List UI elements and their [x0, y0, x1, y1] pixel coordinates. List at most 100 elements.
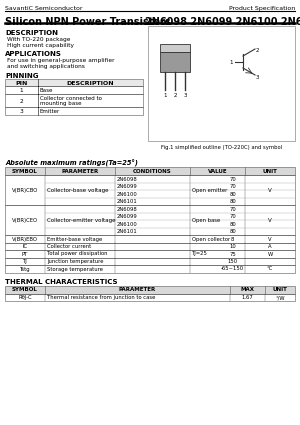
Text: IC: IC — [22, 244, 28, 249]
Text: 1.67: 1.67 — [242, 295, 254, 300]
Text: 3: 3 — [256, 75, 260, 80]
Text: 1: 1 — [229, 60, 232, 65]
Text: 2N6101: 2N6101 — [117, 229, 138, 234]
Text: DESCRIPTION: DESCRIPTION — [5, 30, 58, 36]
Text: DESCRIPTION: DESCRIPTION — [67, 80, 114, 85]
Text: PARAMETER: PARAMETER — [119, 287, 156, 292]
Text: 2N6100: 2N6100 — [117, 192, 138, 196]
Text: Emitter-base voltage: Emitter-base voltage — [47, 236, 102, 241]
Text: 80: 80 — [229, 199, 236, 204]
Text: 2N6098: 2N6098 — [117, 207, 138, 212]
Text: -65~150: -65~150 — [221, 266, 244, 272]
Text: Tstg: Tstg — [20, 266, 30, 272]
Text: PARAMETER: PARAMETER — [61, 168, 99, 173]
Bar — [160, 44, 190, 52]
Bar — [5, 107, 143, 115]
Text: Silicon NPN Power Transistors: Silicon NPN Power Transistors — [5, 17, 171, 27]
Text: °C: °C — [267, 266, 273, 272]
Text: PIN: PIN — [15, 80, 28, 85]
Text: APPLICATIONS: APPLICATIONS — [5, 51, 62, 57]
Text: TJ=25: TJ=25 — [192, 252, 208, 257]
Bar — [5, 265, 295, 272]
Text: V(BR)EBO: V(BR)EBO — [12, 236, 38, 241]
Text: 70: 70 — [229, 207, 236, 212]
Text: Total power dissipation: Total power dissipation — [47, 252, 107, 257]
Text: 1: 1 — [163, 93, 167, 98]
Bar — [5, 94, 143, 107]
Text: With TO-220 package: With TO-220 package — [7, 37, 70, 42]
Text: 80: 80 — [229, 192, 236, 196]
Text: MAX: MAX — [241, 287, 254, 292]
Bar — [5, 243, 295, 250]
Text: 150: 150 — [227, 259, 238, 264]
Text: 80: 80 — [229, 229, 236, 234]
Text: Junction temperature: Junction temperature — [47, 259, 104, 264]
Text: A: A — [268, 244, 272, 249]
Bar — [5, 235, 295, 243]
Bar — [5, 86, 143, 94]
Text: 2: 2 — [173, 93, 177, 98]
Text: Fig.1 simplified outline (TO-220C) and symbol: Fig.1 simplified outline (TO-220C) and s… — [161, 145, 282, 150]
Text: 8: 8 — [231, 236, 234, 241]
Bar — [5, 205, 295, 235]
Text: 70: 70 — [229, 214, 236, 219]
Text: 2N6098 2N6099 2N6100 2N6101: 2N6098 2N6099 2N6100 2N6101 — [145, 17, 300, 27]
Text: SYMBOL: SYMBOL — [12, 168, 38, 173]
Bar — [5, 175, 295, 205]
Bar — [5, 167, 295, 175]
Text: 2: 2 — [20, 99, 23, 104]
Text: UNIT: UNIT — [273, 287, 287, 292]
Text: Collector connected to: Collector connected to — [40, 96, 102, 100]
Text: SYMBOL: SYMBOL — [12, 287, 38, 292]
Text: Open emitter: Open emitter — [192, 187, 227, 193]
Text: 3: 3 — [183, 93, 187, 98]
Text: Emitter: Emitter — [40, 108, 60, 113]
Text: 70: 70 — [229, 176, 236, 181]
Text: 70: 70 — [229, 184, 236, 189]
Bar — [5, 294, 295, 301]
Text: V: V — [268, 236, 272, 241]
Text: 10: 10 — [229, 244, 236, 249]
Text: and switching applications: and switching applications — [7, 63, 85, 68]
Text: 2N6100: 2N6100 — [117, 221, 138, 227]
Text: Collector-emitter voltage: Collector-emitter voltage — [47, 218, 116, 223]
Text: SavantiC Semiconductor: SavantiC Semiconductor — [5, 6, 82, 11]
Text: Storage temperature: Storage temperature — [47, 266, 103, 272]
Text: Collector current: Collector current — [47, 244, 91, 249]
Text: Absolute maximum ratings(Ta=25°): Absolute maximum ratings(Ta=25°) — [5, 160, 138, 167]
Text: 2N6099: 2N6099 — [117, 214, 138, 219]
Text: THERMAL CHARACTERISTICS: THERMAL CHARACTERISTICS — [5, 278, 118, 284]
Text: TJ: TJ — [22, 259, 27, 264]
Bar — [5, 258, 295, 265]
Text: mounting base: mounting base — [40, 101, 82, 106]
Bar — [5, 286, 295, 294]
Text: 2N6098: 2N6098 — [117, 176, 138, 181]
Text: Product Specification: Product Specification — [229, 6, 295, 11]
Text: V: V — [268, 218, 272, 223]
Text: 75: 75 — [229, 252, 236, 257]
Text: V(BR)CEO: V(BR)CEO — [12, 218, 38, 223]
Text: For use in general-purpose amplifier: For use in general-purpose amplifier — [7, 58, 115, 63]
Text: Open collector: Open collector — [192, 236, 230, 241]
Text: Base: Base — [40, 88, 53, 93]
Bar — [148, 26, 295, 141]
Text: VALUE: VALUE — [208, 168, 227, 173]
Text: 3: 3 — [20, 109, 23, 114]
Text: 2: 2 — [256, 48, 260, 53]
Text: Open base: Open base — [192, 218, 220, 223]
Text: Thermal resistance from junction to case: Thermal resistance from junction to case — [47, 295, 155, 300]
Bar — [160, 52, 190, 72]
Bar — [5, 250, 295, 258]
Text: Collector-base voltage: Collector-base voltage — [47, 187, 109, 193]
Text: 2N6099: 2N6099 — [117, 184, 138, 189]
Text: RθJ-C: RθJ-C — [18, 295, 32, 300]
Text: W: W — [267, 252, 273, 257]
Text: V(BR)CBO: V(BR)CBO — [12, 187, 38, 193]
Text: 2N6101: 2N6101 — [117, 199, 138, 204]
Text: UNIT: UNIT — [262, 168, 278, 173]
Text: CONDITIONS: CONDITIONS — [133, 168, 172, 173]
Text: 80: 80 — [229, 221, 236, 227]
Text: V: V — [268, 187, 272, 193]
Text: PT: PT — [22, 252, 28, 257]
Text: High current capability: High current capability — [7, 42, 74, 48]
